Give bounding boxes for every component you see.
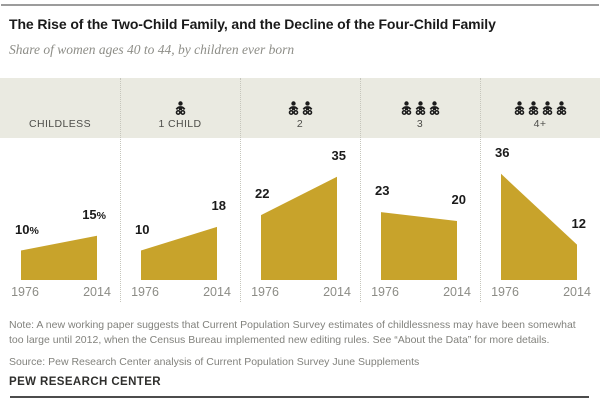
baby-icon bbox=[415, 101, 425, 115]
panel-divider bbox=[240, 78, 241, 302]
panel-header: 3 bbox=[360, 78, 480, 138]
category-label: 2 bbox=[296, 118, 304, 130]
year-tick-2014: 2014 bbox=[563, 285, 591, 299]
x-axis: 1976 2014 bbox=[120, 282, 240, 302]
area-plot: 23 20 bbox=[360, 138, 480, 282]
category-label: 3 bbox=[416, 118, 424, 130]
children-icon-group bbox=[174, 89, 187, 115]
footnote: Note: A new working paper suggests that … bbox=[9, 319, 576, 346]
page-title: The Rise of the Two-Child Family, and th… bbox=[9, 16, 496, 32]
value-label-1976: 10% bbox=[15, 221, 39, 237]
baby-icon bbox=[528, 101, 538, 115]
pew-research-center-wordmark: PEW RESEARCH CENTER bbox=[9, 376, 162, 388]
source-line: Source: Pew Research Center analysis of … bbox=[9, 356, 420, 368]
area-plot: 10 18 bbox=[120, 138, 240, 282]
panel-divider bbox=[360, 78, 361, 302]
children-icon-group bbox=[513, 89, 568, 115]
baby-icon bbox=[175, 101, 185, 115]
panel-three-children: 3 23 20 1976 2014 bbox=[360, 78, 480, 302]
panel-four-plus-children: 4+ 36 12 1976 2014 bbox=[480, 78, 600, 302]
panel-childless: CHILDLESS 10% 15% 1976 2014 bbox=[0, 78, 120, 302]
children-icon-group bbox=[287, 89, 314, 115]
year-tick-2014: 2014 bbox=[323, 285, 351, 299]
baby-icon bbox=[429, 101, 439, 115]
year-tick-1976: 1976 bbox=[371, 285, 399, 299]
category-label: 4+ bbox=[533, 118, 547, 130]
category-label: CHILDLESS bbox=[29, 118, 91, 130]
chart-header: The Rise of the Two-Child Family, and th… bbox=[0, 6, 600, 58]
year-tick-1976: 1976 bbox=[131, 285, 159, 299]
year-tick-1976: 1976 bbox=[11, 285, 39, 299]
baby-icon bbox=[288, 101, 298, 115]
children-icon-group bbox=[400, 89, 441, 115]
area-shape bbox=[21, 235, 97, 280]
year-tick-2014: 2014 bbox=[203, 285, 231, 299]
area-plot: 36 12 bbox=[480, 138, 600, 282]
value-label-1976: 23 bbox=[375, 183, 390, 199]
panel-row: CHILDLESS 10% 15% 1976 2014 1 CHILD bbox=[0, 78, 600, 302]
panel-header: 2 bbox=[240, 78, 360, 138]
value-label-2014: 15% bbox=[82, 206, 106, 222]
chart-area: CHILDLESS 10% 15% 1976 2014 1 CHILD bbox=[0, 78, 600, 302]
year-tick-1976: 1976 bbox=[491, 285, 519, 299]
x-axis: 1976 2014 bbox=[240, 282, 360, 302]
x-axis: 1976 2014 bbox=[360, 282, 480, 302]
panel-two-children: 2 22 35 1976 2014 bbox=[240, 78, 360, 302]
value-label-1976: 22 bbox=[255, 186, 270, 202]
category-label: 1 CHILD bbox=[158, 118, 202, 130]
x-axis: 1976 2014 bbox=[0, 282, 120, 302]
baby-icon bbox=[302, 101, 312, 115]
baby-icon bbox=[514, 101, 524, 115]
value-label-2014: 20 bbox=[451, 192, 466, 207]
value-label-2014: 35 bbox=[331, 147, 346, 163]
year-tick-2014: 2014 bbox=[83, 285, 111, 299]
panel-header: 4+ bbox=[480, 78, 600, 138]
panel-header: CHILDLESS bbox=[0, 78, 120, 138]
value-label-2014: 18 bbox=[211, 197, 226, 213]
baby-icon bbox=[401, 101, 411, 115]
area-plot: 10% 15% bbox=[0, 138, 120, 282]
panel-one-child: 1 CHILD 10 18 1976 2014 bbox=[120, 78, 240, 302]
x-axis: 1976 2014 bbox=[480, 282, 600, 302]
panel-divider bbox=[480, 78, 481, 302]
area-shape bbox=[141, 226, 217, 280]
chart-subtitle: Share of women ages 40 to 44, by childre… bbox=[9, 42, 295, 57]
chart-footer: Note: A new working paper suggests that … bbox=[0, 302, 600, 398]
top-divider bbox=[1, 4, 599, 6]
value-label-2014: 12 bbox=[571, 215, 586, 231]
value-label-1976: 36 bbox=[495, 144, 510, 160]
year-tick-2014: 2014 bbox=[443, 285, 471, 299]
area-shape bbox=[381, 212, 457, 280]
area-shape bbox=[261, 176, 337, 280]
value-label-1976: 10 bbox=[135, 221, 150, 237]
baby-icon bbox=[542, 101, 552, 115]
bottom-divider bbox=[10, 396, 589, 398]
baby-icon bbox=[556, 101, 566, 115]
panel-header: 1 CHILD bbox=[120, 78, 240, 138]
area-shape bbox=[501, 173, 577, 280]
year-tick-1976: 1976 bbox=[251, 285, 279, 299]
panel-divider bbox=[120, 78, 121, 302]
pew-chart-card: The Rise of the Two-Child Family, and th… bbox=[0, 4, 600, 414]
area-plot: 22 35 bbox=[240, 138, 360, 282]
